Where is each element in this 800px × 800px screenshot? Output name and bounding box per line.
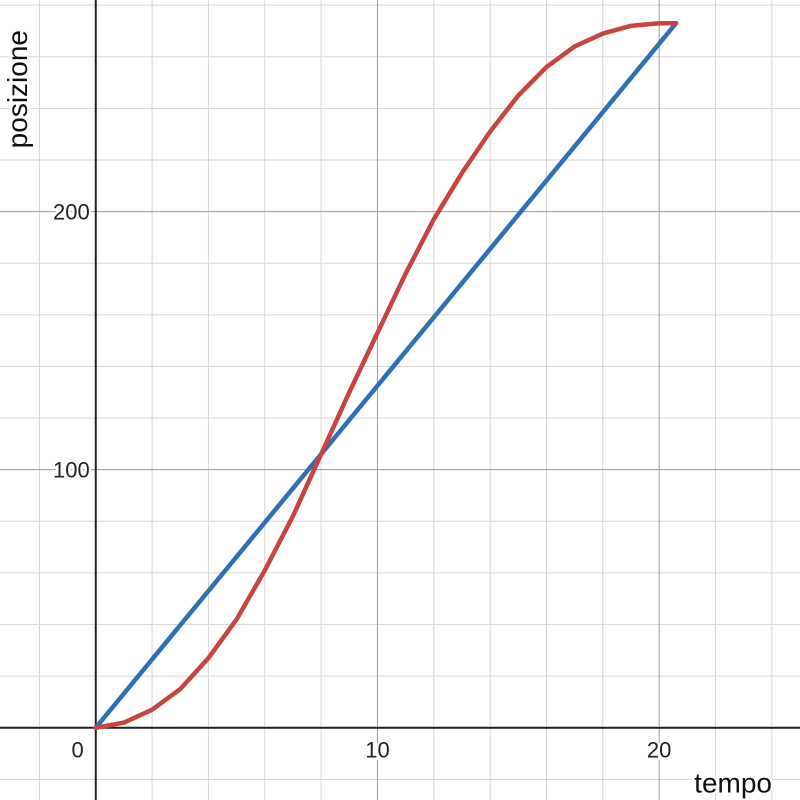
y-tick-label: 200: [53, 200, 90, 225]
series-line-1: [93, 20, 679, 730]
x-tick-label: 0: [72, 738, 84, 763]
x-axis-label: tempo: [694, 768, 772, 799]
y-axis-label: posizione: [2, 30, 33, 148]
series-layer: [93, 20, 679, 730]
labels: tempo posizione 0 10 20 100 200: [0, 28, 775, 800]
x-tick-label: 20: [647, 738, 671, 763]
x-tick-label: 10: [365, 738, 389, 763]
y-tick-label: 100: [53, 458, 90, 483]
series-line-2: [93, 20, 679, 730]
